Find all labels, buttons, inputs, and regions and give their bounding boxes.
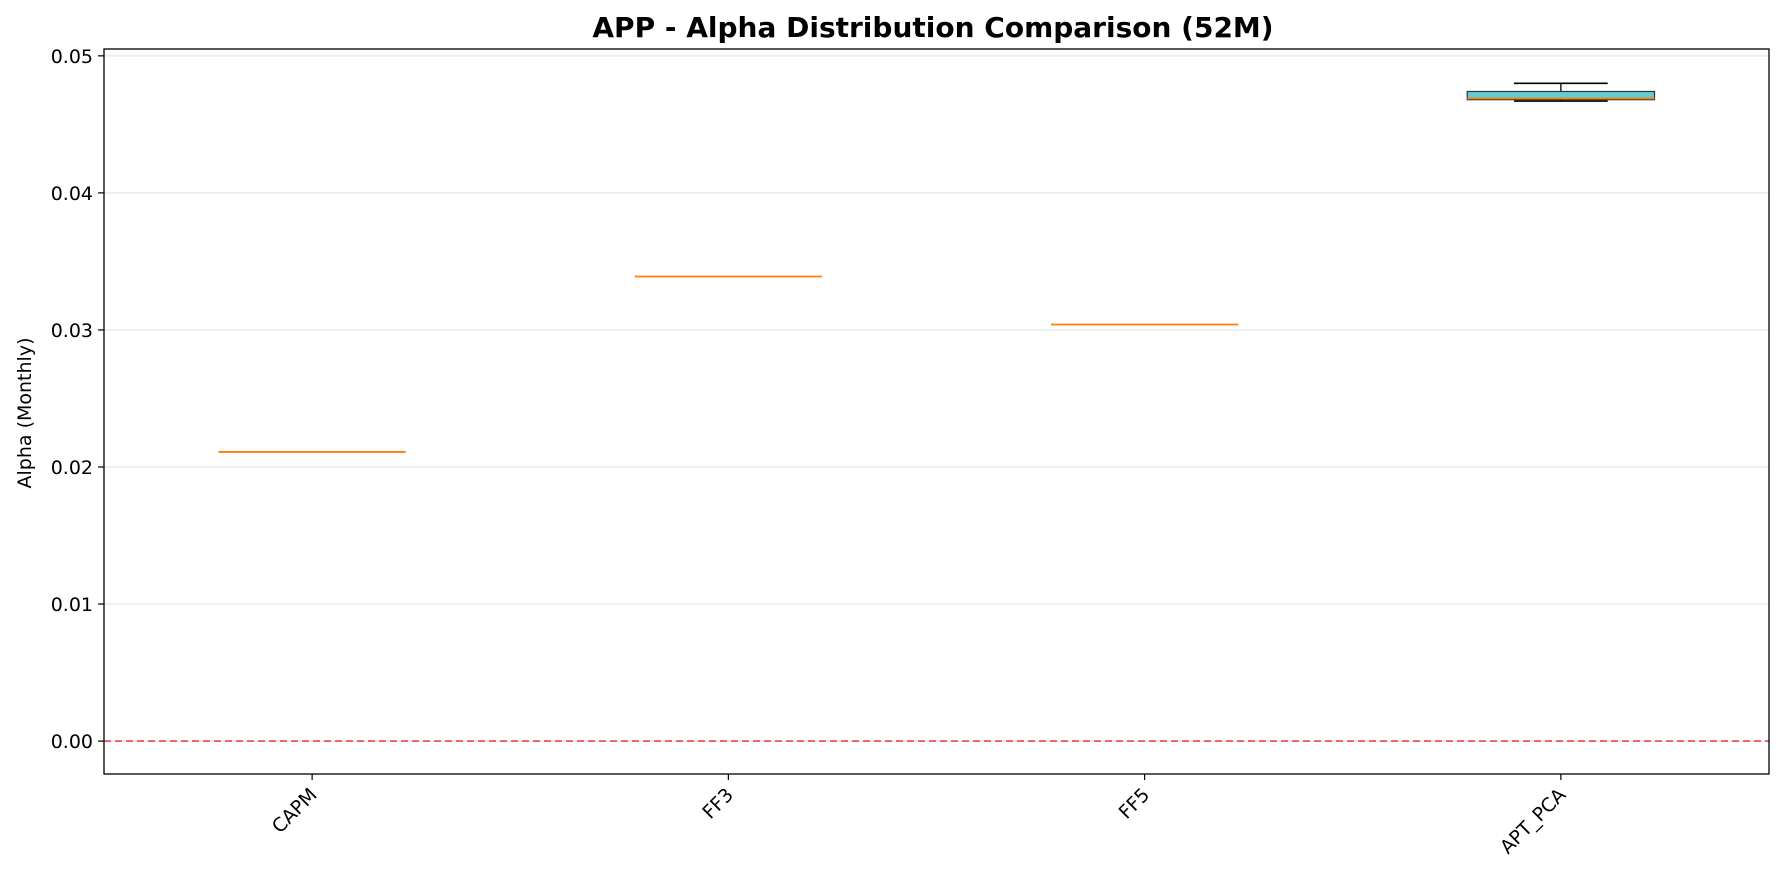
box-body — [1466, 90, 1656, 101]
y-axis-label: Alpha (Monthly) — [14, 338, 36, 489]
plot-frame — [103, 48, 1770, 775]
box-apt-pca — [1466, 82, 1656, 102]
box-plots — [218, 82, 1656, 453]
y-tick-label: 0.03 — [51, 320, 93, 342]
y-tick-label: 0.05 — [51, 46, 93, 68]
y-tick-label: 0.00 — [51, 731, 93, 753]
y-tick-label: 0.01 — [51, 594, 93, 616]
y-ticks: 0.00 0.01 0.02 0.03 0.04 0.05 — [51, 46, 104, 753]
chart-title: APP - Alpha Distribution Comparison (52M… — [592, 11, 1273, 44]
y-tick-label: 0.04 — [51, 183, 93, 205]
axes — [103, 48, 1770, 775]
y-tick-label: 0.02 — [51, 457, 93, 479]
